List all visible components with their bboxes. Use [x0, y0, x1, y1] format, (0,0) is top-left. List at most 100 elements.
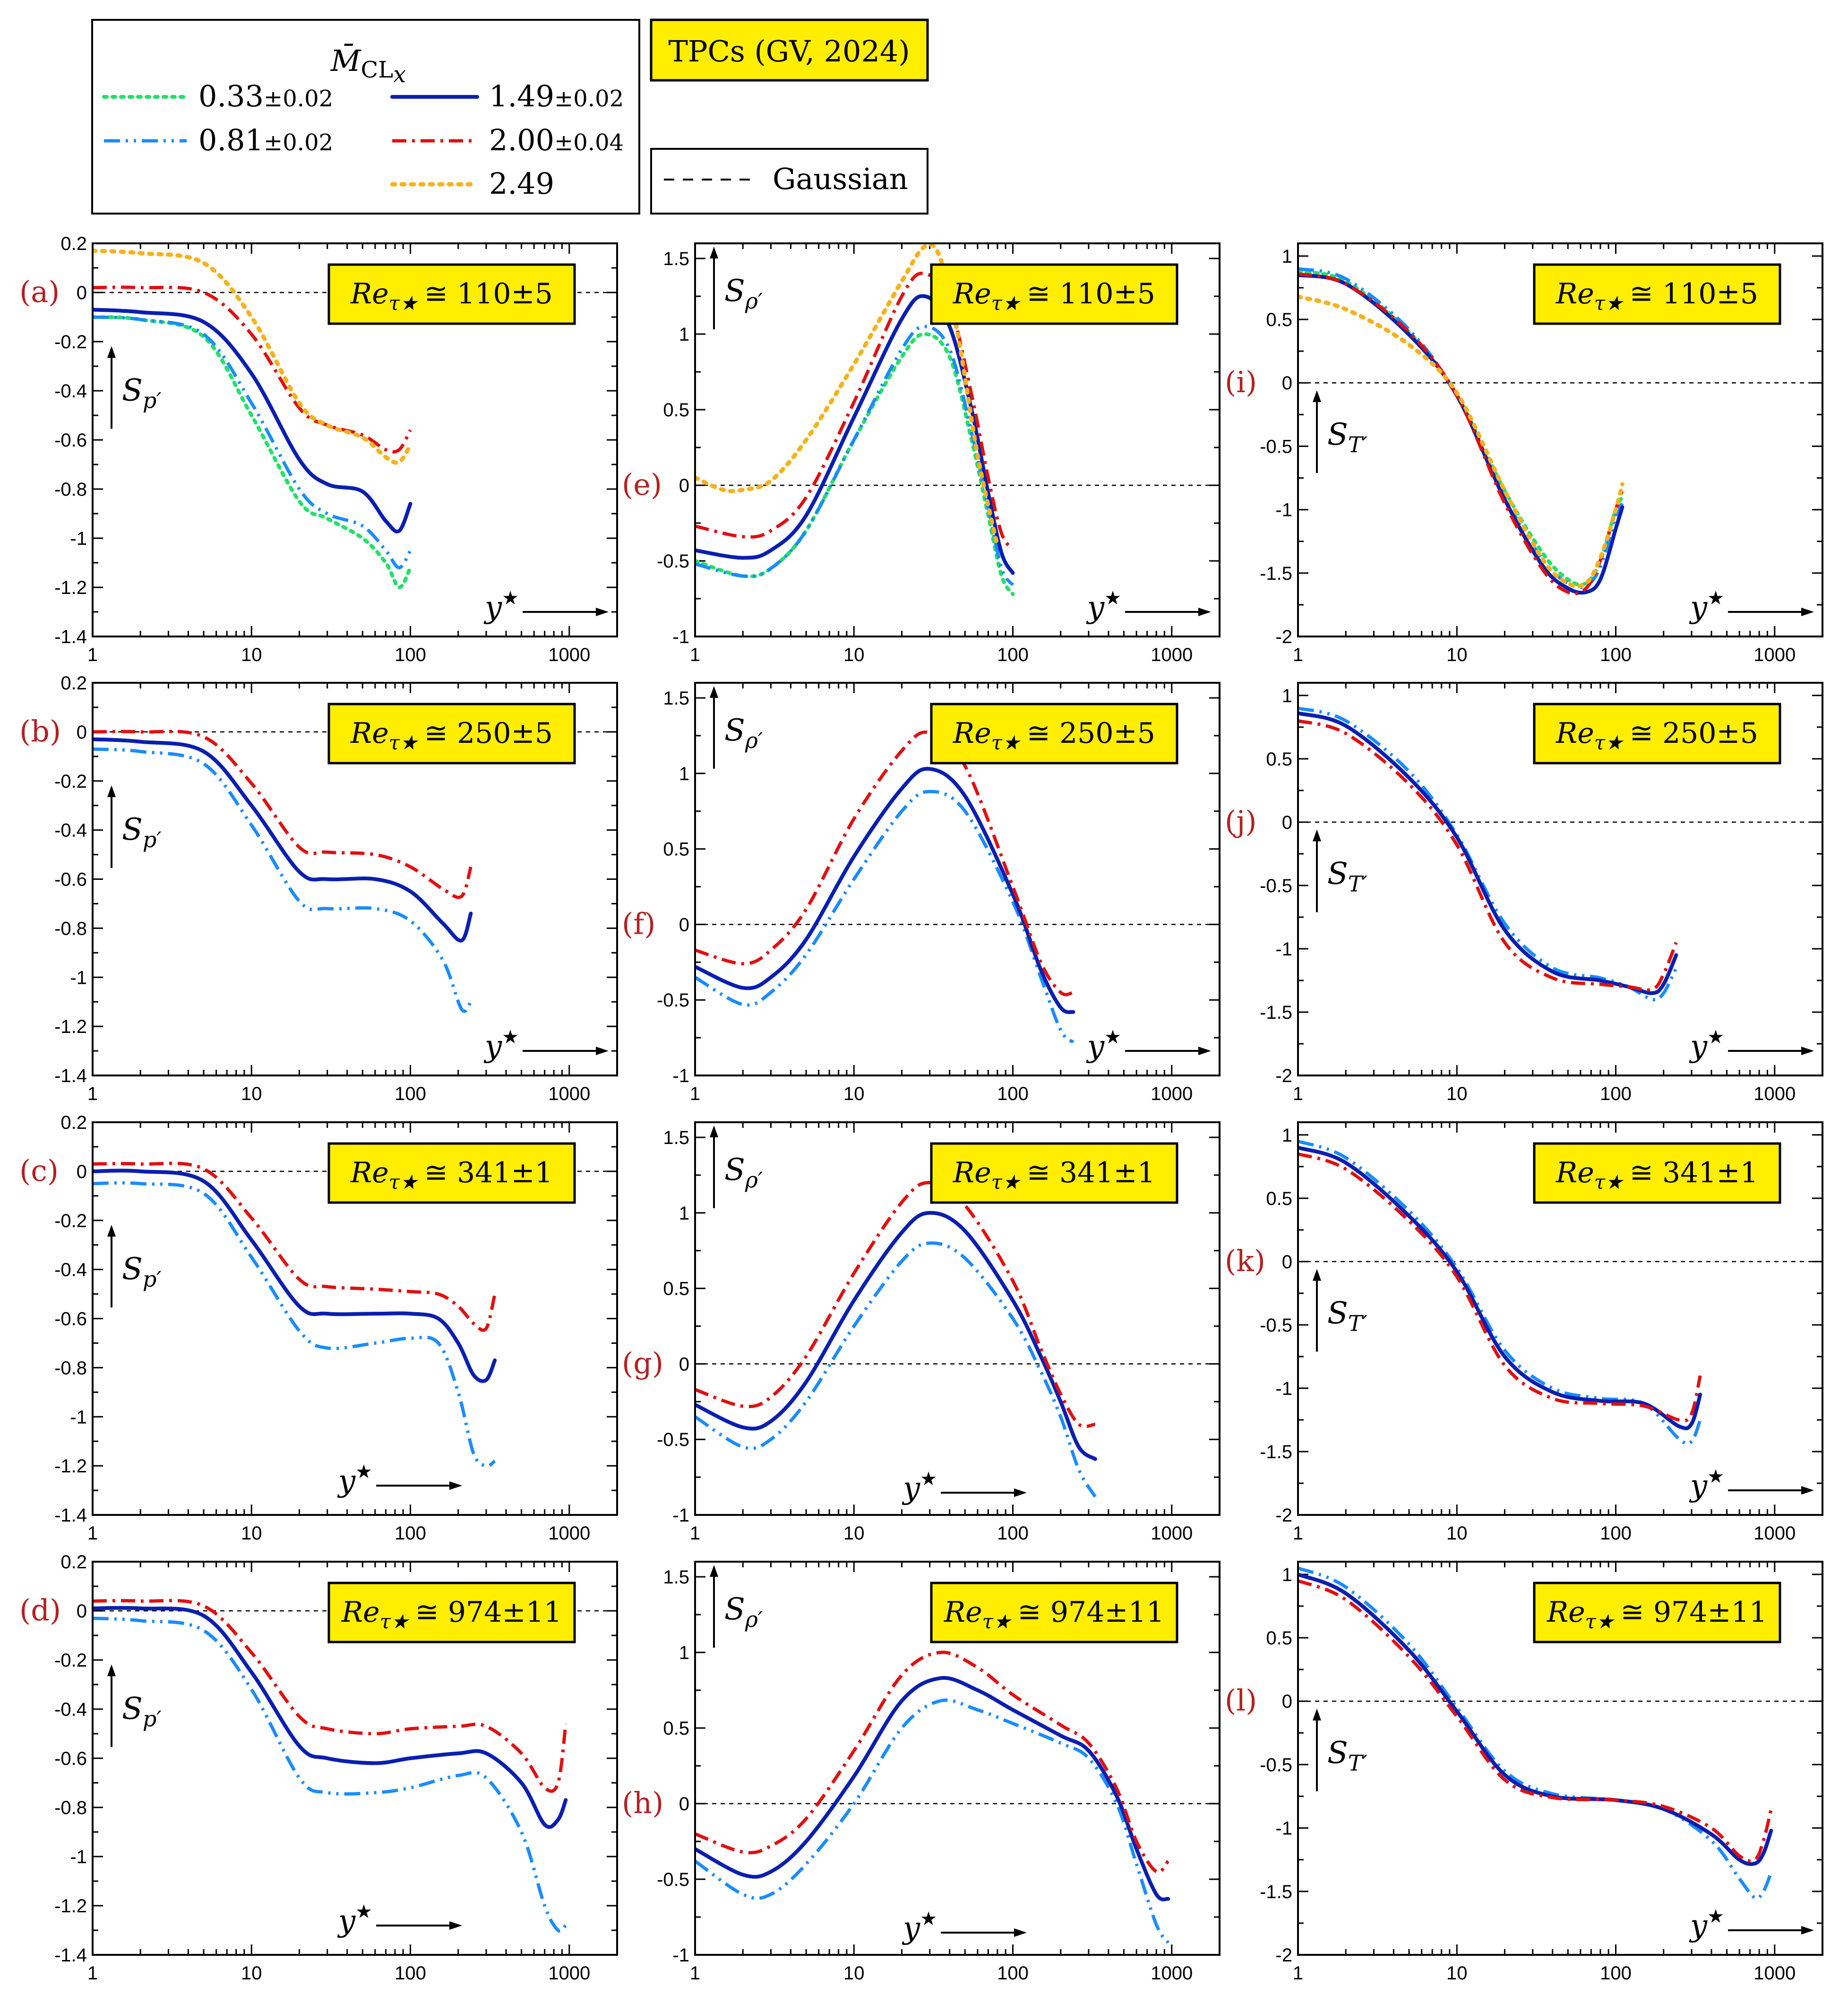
series-group — [1298, 1566, 1773, 1900]
y-axis-label-sub: T′ — [1348, 432, 1368, 457]
reynolds-value: ≅ 341±1 — [1027, 1156, 1155, 1189]
panel-c: 1 10 100 1000 0.2 0 -0.2 -0.4 -0.6 -0.8 -1 -1.2 -1.4… — [19, 1112, 618, 1544]
y-tick-label: -2 — [1275, 627, 1292, 647]
y-axis-label-sub: ρ′ — [745, 288, 763, 314]
x-tick-label: 10 — [1446, 1523, 1468, 1544]
series-line-m200 — [1298, 1579, 1773, 1863]
y-tick-label: -1 — [1275, 500, 1292, 521]
legend: M̄CLx 0.33±0.02 0.81±0.02 1.49±0.02 2.00… — [91, 19, 640, 215]
x-axis-label: y★ — [1689, 1906, 1724, 1943]
y-tick-label: 1.5 — [663, 1567, 689, 1588]
y-axis-label-base: S — [1327, 1296, 1348, 1331]
x-axis-arrowhead — [596, 1047, 609, 1055]
x-axis-arrowhead — [449, 1481, 462, 1490]
series-group — [93, 1599, 568, 1933]
panel-label: (k) — [1225, 1244, 1265, 1278]
source-label: TPCs (GV, 2024) — [668, 34, 910, 69]
y-tick-label: -0.6 — [54, 430, 87, 451]
x-tick-label: 1 — [690, 1963, 700, 1984]
plot-frame — [92, 682, 618, 1076]
y-tick-label: -0.4 — [54, 1699, 87, 1720]
x-tick-label: 1000 — [1151, 1523, 1193, 1544]
x-axis-label-sup: ★ — [502, 587, 519, 609]
legend-frame — [91, 19, 640, 215]
x-axis-label-sup: ★ — [1104, 1026, 1121, 1048]
x-tick-label: 10 — [241, 1523, 262, 1544]
y-tick-label: 0.2 — [60, 1552, 87, 1573]
x-tick-label: 100 — [997, 1523, 1029, 1544]
x-tick-label: 1000 — [1151, 645, 1193, 665]
y-axis-label-base: S — [724, 274, 745, 309]
legend-label-m081: 0.81±0.02 — [198, 123, 333, 157]
legend-label-m033: 0.33±0.02 — [198, 79, 333, 113]
x-axis-label: y★ — [902, 1468, 937, 1506]
reynolds-sub: τ★ — [982, 1610, 1012, 1633]
y-tick-label: 0 — [679, 914, 689, 935]
y-tick-label: -1.5 — [1260, 1442, 1292, 1462]
panels: 1 10 100 10000.20-0.2-0.4-0.6-0.8-1-1.2-1.4… — [19, 233, 1823, 1984]
y-axis-arrowhead — [107, 1225, 116, 1237]
reynolds-re: Re — [350, 1156, 389, 1189]
x-tick-label: 1000 — [548, 1083, 590, 1104]
x-axis-label-sup: ★ — [920, 1908, 937, 1930]
plot-frame — [1297, 682, 1823, 1076]
gaussian-frame — [650, 148, 928, 215]
reynolds-label: Reτ★ ≅ 974±11 — [944, 1596, 1164, 1633]
y-tick-label: -0.2 — [54, 332, 87, 353]
x-axis-label: y★ — [337, 1461, 372, 1499]
y-tick-label: -0.5 — [657, 1869, 689, 1890]
reynolds-label: Reτ★ ≅ 250±5 — [350, 717, 553, 754]
reynolds-re: Re — [1547, 1596, 1585, 1629]
y-tick-label: -0.4 — [54, 381, 87, 402]
y-tick-label: 1 — [679, 1203, 689, 1224]
series-line-m081 — [695, 1698, 1170, 1944]
reynolds-label: Reτ★ ≅ 110±5 — [350, 277, 553, 315]
y-tick-label: 0 — [77, 722, 87, 743]
y-tick-label: -0.6 — [54, 869, 87, 890]
y-axis-arrowhead — [710, 686, 718, 698]
x-tick-label: 1 — [1293, 1523, 1303, 1544]
reynolds-re: Re — [1556, 277, 1594, 310]
series-line-m249 — [93, 249, 413, 465]
x-axis-label: y★ — [1689, 1026, 1724, 1064]
x-axis-label-base: y — [1689, 590, 1708, 625]
y-tick-label: 1 — [679, 764, 689, 784]
y-tick-label: -0.4 — [54, 820, 87, 841]
panel-label: (c) — [19, 1153, 59, 1188]
reynolds-box — [1533, 1142, 1781, 1204]
y-tick-label: -1 — [672, 1505, 689, 1526]
reynolds-re: Re — [1556, 1156, 1594, 1189]
y-axis-label-sub: T′ — [1348, 871, 1368, 897]
plot-frame — [694, 242, 1221, 637]
series-line-m149 — [1298, 1145, 1702, 1430]
reynolds-re: Re — [953, 717, 991, 750]
y-tick-label: 0.5 — [663, 400, 689, 421]
x-tick-label: 100 — [395, 645, 426, 665]
panel-j: 1 10 100 1000 1 0.5 0 -0.5 -1 -1.5 -2 (j) Reτ★ ≅ 250±… — [1225, 682, 1823, 1104]
x-tick-label: 1 — [1293, 645, 1303, 665]
x-tick-label: 10 — [843, 645, 865, 665]
x-axis-label: y★ — [483, 587, 519, 625]
y-tick-label: -1 — [70, 528, 87, 549]
x-axis-arrowhead — [1801, 1926, 1814, 1935]
series-group — [695, 1651, 1170, 1944]
y-axis-label: Sp′ — [122, 1691, 162, 1731]
reynolds-label: Reτ★ ≅ 341±1 — [1556, 1156, 1758, 1194]
x-tick-label: 1 — [87, 1963, 98, 1984]
x-axis-label-sup: ★ — [1104, 587, 1121, 609]
y-axis-label-sub: ρ′ — [745, 1167, 763, 1193]
reynolds-value: ≅ 974±11 — [1621, 1596, 1768, 1629]
legend-label-m200: 2.00±0.04 — [489, 123, 624, 157]
y-axis-arrowhead — [710, 1125, 718, 1137]
plot-frame — [694, 682, 1221, 1076]
x-tick-label: 10 — [241, 645, 262, 665]
series-line-m149 — [93, 308, 413, 533]
y-axis-label-base: S — [122, 1691, 143, 1726]
y-tick-label: -1 — [70, 1407, 87, 1427]
reynolds-label: Reτ★ ≅ 974±11 — [1547, 1596, 1767, 1633]
y-axis-label-sub: p′ — [143, 1266, 162, 1292]
x-tick-label: 100 — [997, 1963, 1029, 1984]
y-tick-label: 0.2 — [60, 233, 87, 254]
y-axis-label: ST′ — [1327, 1296, 1368, 1336]
